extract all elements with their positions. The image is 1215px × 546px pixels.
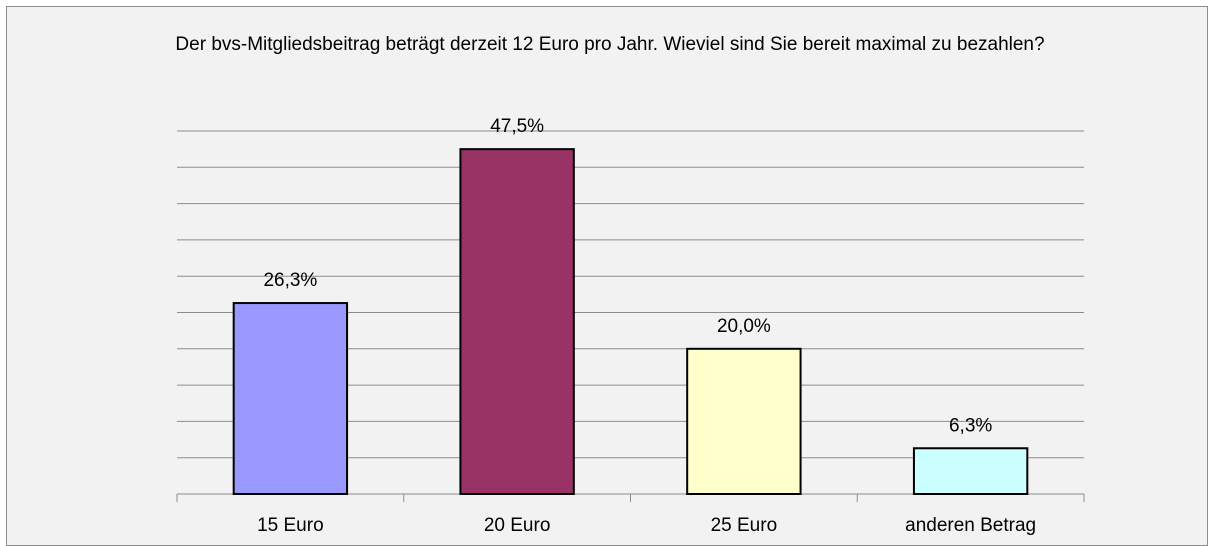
bar xyxy=(459,148,575,495)
value-label: 26,3% xyxy=(263,270,317,291)
chart-title: Der bvs-Mitgliedsbeitrag beträgt derzeit… xyxy=(175,34,1045,55)
bar xyxy=(232,302,349,496)
bar xyxy=(912,447,1029,495)
value-label: 47,5% xyxy=(490,116,544,137)
value-label: 6,3% xyxy=(949,415,992,436)
x-tick-label: 25 Euro xyxy=(711,515,778,536)
value-label: 20,0% xyxy=(717,316,771,337)
x-tick-label: 15 Euro xyxy=(257,515,324,536)
x-tick-label: 20 Euro xyxy=(484,515,551,536)
x-tick-label: anderen Betrag xyxy=(905,515,1036,536)
bar xyxy=(686,347,802,495)
